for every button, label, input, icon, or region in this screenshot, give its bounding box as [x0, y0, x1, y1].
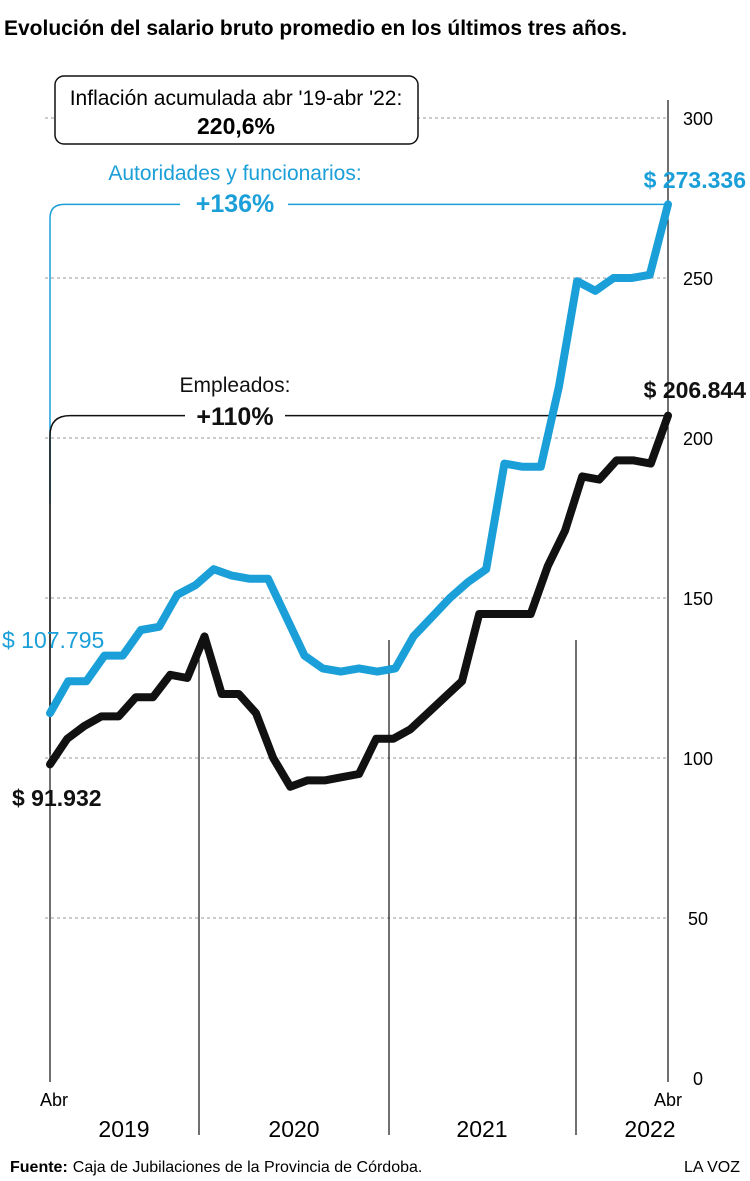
- year-label-2021: 2021: [456, 1116, 507, 1142]
- footer-source: Fuente: Caja de Jubilaciones de la Provin…: [10, 1159, 422, 1176]
- y-tick-150: 150: [683, 589, 713, 609]
- end-value-autoridades: $ 273.336: [644, 167, 746, 193]
- year-label-2019: 2019: [98, 1116, 149, 1142]
- label-bg-autoridades: [180, 189, 288, 217]
- x-end-label: Abr: [654, 1090, 682, 1110]
- year-labels: 2019 2020 2021 2022: [98, 1116, 675, 1142]
- y-tick-300: 300: [683, 109, 713, 129]
- inflation-box-frame: [54, 75, 419, 145]
- series-name-empleados: Empleados:: [180, 374, 291, 397]
- autoridades-bracket: [49, 203, 668, 504]
- end-value-empleados: $ 206.844: [644, 377, 747, 403]
- y-tick-100: 100: [683, 749, 713, 769]
- y-tick-50: 50: [688, 909, 708, 929]
- footer-source-text: Caja de Jubilaciones de la Provincia de …: [73, 1159, 423, 1176]
- label-bg-empleados: [185, 402, 285, 430]
- series-line-empleados: [46, 411, 672, 791]
- series-name-autoridades: Autoridades y funcionarios:: [108, 162, 361, 185]
- empleados-bracket: [49, 414, 668, 755]
- grid: [45, 117, 668, 919]
- start-value-empleados: $ 91.932: [12, 785, 102, 811]
- year-label-2022: 2022: [624, 1116, 675, 1142]
- series-change-empleados: +110%: [196, 403, 273, 431]
- x-start-label: Abr: [40, 1090, 68, 1110]
- series-line-autoridades: [46, 200, 672, 718]
- footer-source-label: Fuente:: [10, 1159, 68, 1176]
- year-separators: [49, 100, 669, 1135]
- inflation-label: Inflación acumulada abr '19-abr '22:: [70, 87, 403, 110]
- y-tick-0: 0: [693, 1069, 703, 1089]
- y-tick-200: 200: [683, 429, 713, 449]
- footer-brand: LA VOZ: [684, 1159, 740, 1176]
- y-tick-250: 250: [683, 269, 713, 289]
- inflation-value: 220,6%: [197, 113, 275, 139]
- y-tick-labels: 0 50 100 150 200 250 300: [683, 109, 713, 1089]
- series-annotations: Autoridades y funcionarios: +136% Emplea…: [49, 162, 668, 755]
- series-change-autoridades: +136%: [196, 190, 275, 218]
- chart-title: Evolución del salario bruto promedio en …: [4, 17, 627, 40]
- start-value-autoridades: $ 107.795: [2, 627, 104, 653]
- inflation-box: Inflación acumulada abr '19-abr '22: 220…: [54, 75, 419, 145]
- year-label-2020: 2020: [268, 1116, 319, 1142]
